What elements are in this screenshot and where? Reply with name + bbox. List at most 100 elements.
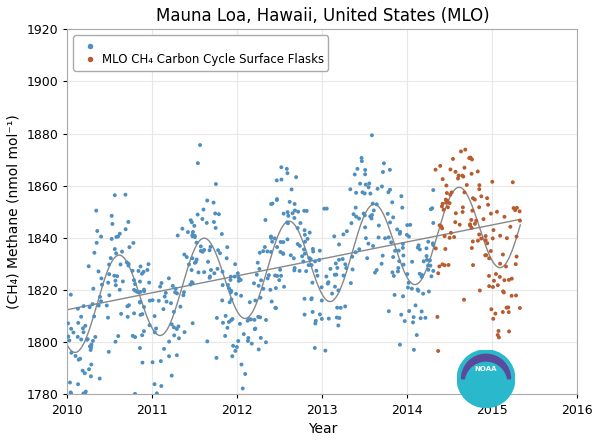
Point	[136, 311, 145, 319]
Point	[475, 231, 484, 238]
Point	[323, 279, 333, 286]
Point	[427, 273, 436, 280]
Point	[173, 323, 183, 330]
Point	[241, 370, 250, 377]
Point	[440, 245, 450, 253]
Point	[152, 401, 162, 408]
Point	[462, 182, 472, 189]
Point	[448, 155, 458, 163]
Point	[390, 247, 400, 254]
Point	[233, 270, 242, 277]
Title: Mauna Loa, Hawaii, United States (MLO): Mauna Loa, Hawaii, United States (MLO)	[155, 7, 489, 25]
Point	[104, 271, 114, 278]
Point	[475, 204, 484, 211]
Point	[470, 220, 480, 227]
Point	[172, 290, 182, 297]
Point	[403, 222, 412, 229]
Point	[313, 272, 322, 279]
Point	[334, 322, 343, 329]
Point	[186, 217, 196, 224]
Point	[515, 304, 524, 311]
Point	[188, 280, 197, 287]
Point	[355, 246, 364, 253]
Point	[394, 258, 404, 265]
Point	[63, 320, 73, 327]
Point	[311, 267, 321, 274]
Point	[352, 189, 361, 196]
Point	[249, 280, 259, 287]
Point	[245, 299, 254, 306]
Point	[317, 315, 326, 323]
Point	[295, 242, 305, 249]
Point	[282, 165, 292, 172]
Point	[230, 260, 240, 268]
Point	[351, 249, 361, 256]
Point	[449, 233, 459, 241]
Point	[160, 293, 169, 300]
Point	[153, 404, 163, 412]
Point	[460, 189, 469, 196]
Point	[304, 255, 314, 262]
Point	[307, 296, 316, 303]
Point	[415, 246, 425, 253]
Point	[78, 325, 88, 332]
Point	[283, 170, 292, 177]
Point	[188, 320, 197, 327]
Point	[133, 289, 143, 296]
Point	[444, 261, 454, 268]
Point	[115, 286, 125, 293]
Point	[150, 329, 160, 336]
Point	[384, 308, 394, 315]
Point	[234, 277, 244, 284]
Point	[296, 219, 305, 226]
Point	[287, 186, 296, 193]
Point	[172, 352, 182, 359]
Point	[254, 265, 264, 272]
Point	[171, 285, 181, 292]
Point	[107, 212, 116, 219]
Point	[460, 146, 470, 153]
Point	[385, 166, 395, 173]
Point	[493, 282, 503, 289]
Point	[482, 194, 492, 202]
Point	[266, 234, 276, 241]
Point	[209, 199, 218, 206]
Point	[491, 271, 501, 278]
Point	[515, 217, 525, 224]
Point	[217, 230, 227, 237]
Point	[377, 183, 387, 190]
Point	[97, 275, 106, 282]
Point	[433, 313, 442, 320]
Point	[500, 213, 509, 220]
Point	[397, 311, 406, 318]
Point	[383, 189, 393, 196]
Point	[235, 320, 245, 327]
Point	[67, 349, 76, 356]
Point	[501, 263, 511, 270]
Point	[367, 211, 377, 218]
Point	[383, 210, 392, 218]
Point	[236, 292, 246, 299]
Point	[214, 210, 224, 218]
Point	[170, 289, 180, 296]
Point	[222, 255, 232, 262]
Point	[334, 287, 343, 294]
Point	[251, 297, 260, 304]
Point	[278, 238, 288, 245]
Point	[341, 264, 351, 272]
Point	[322, 205, 332, 212]
Point	[173, 232, 182, 239]
Point	[509, 205, 518, 212]
Point	[311, 317, 320, 324]
Point	[247, 340, 257, 347]
Point	[437, 225, 447, 232]
Point	[121, 225, 130, 233]
Point	[467, 170, 476, 177]
Point	[423, 262, 433, 269]
Point	[418, 272, 427, 279]
Point	[178, 225, 187, 232]
Point	[504, 309, 514, 316]
Point	[179, 289, 189, 296]
Point	[139, 268, 148, 276]
Point	[290, 207, 300, 214]
